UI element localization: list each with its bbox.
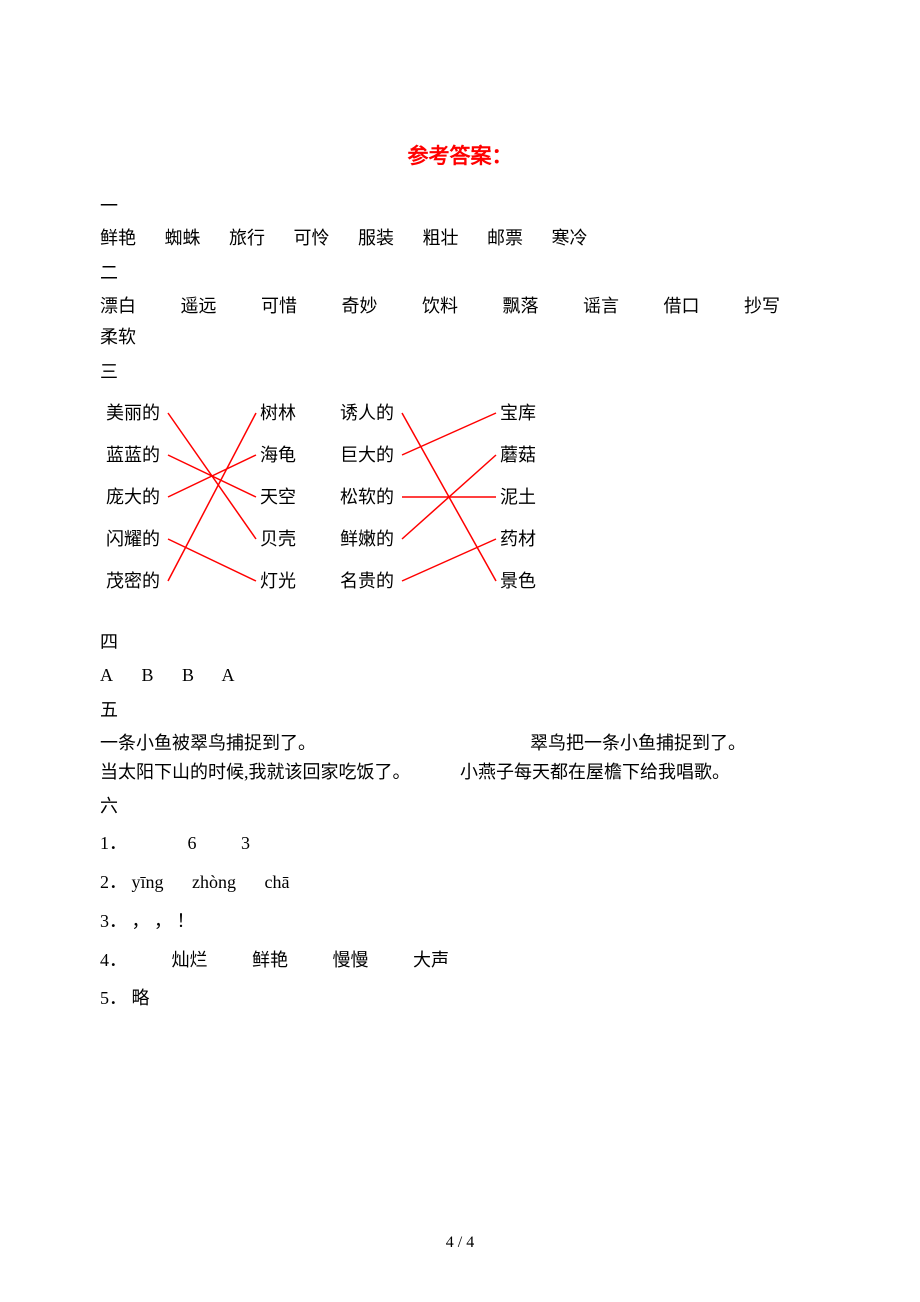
word: 饮料 (422, 296, 458, 316)
matching-diagram: 美丽的 蓝蓝的 庞大的 闪耀的 茂密的 树林 海龟 天空 贝壳 灯光 诱人的 巨… (100, 392, 820, 622)
q-label: 1． (100, 833, 127, 853)
sentence: 小燕子每天都在屋檐下给我唱歌。 (460, 758, 730, 787)
match-item: 鲜嫩的 (340, 518, 394, 560)
q-label: 4． (100, 950, 127, 970)
word: 寒冷 (552, 228, 588, 248)
match-item: 灯光 (260, 560, 296, 602)
match-item: 景色 (500, 560, 536, 602)
section-five-row2: 当太阳下山的时候,我就该回家吃饭了。 小燕子每天都在屋檐下给我唱歌。 (100, 758, 820, 787)
answer: A (100, 665, 113, 685)
section-five-heading: 五 (100, 696, 820, 725)
match-item: 茂密的 (106, 560, 160, 602)
section-two-heading: 二 (100, 259, 820, 288)
section-two-line2: 柔软 (100, 323, 820, 352)
match-item: 巨大的 (340, 434, 394, 476)
match-item: 蘑菇 (500, 434, 536, 476)
match-item: 美丽的 (106, 392, 160, 434)
q-value: 灿烂 (172, 950, 208, 970)
match-item: 海龟 (260, 434, 296, 476)
match-item: 泥土 (500, 476, 536, 518)
sentence: 翠鸟把一条小鱼捕捉到了。 (530, 729, 746, 758)
q-value: 鲜艳 (252, 950, 288, 970)
q-value: 略 (132, 988, 150, 1008)
section-six-heading: 六 (100, 792, 820, 821)
word: 飘落 (503, 296, 539, 316)
six-q5: 5． 略 (100, 984, 820, 1013)
q-value: 慢慢 (333, 950, 369, 970)
q-value: 大声 (413, 950, 449, 970)
match-item: 闪耀的 (106, 518, 160, 560)
q-value: 6 (188, 833, 197, 853)
sentence: 一条小鱼被翠鸟捕捉到了。 (100, 729, 530, 758)
word: 旅行 (229, 228, 265, 248)
match-col-left-a: 美丽的 蓝蓝的 庞大的 闪耀的 茂密的 (106, 392, 160, 602)
match-item: 庞大的 (106, 476, 160, 518)
section-four-answers: A B B A (100, 661, 820, 690)
answer: B (142, 665, 154, 685)
match-item: 宝库 (500, 392, 536, 434)
six-q3: 3． ， ， ！ (100, 907, 820, 936)
section-one-words: 鲜艳 蜘蛛 旅行 可怜 服装 粗壮 邮票 寒冷 (100, 224, 820, 253)
match-item: 药材 (500, 518, 536, 560)
answer: A (222, 665, 235, 685)
match-item: 天空 (260, 476, 296, 518)
section-three-heading: 三 (100, 358, 820, 387)
word: 借口 (664, 296, 700, 316)
six-q1: 1． 6 3 (100, 829, 820, 858)
word: 奇妙 (342, 296, 378, 316)
sentence: 当太阳下山的时候,我就该回家吃饭了。 (100, 758, 460, 787)
q-label: 2． (100, 872, 127, 892)
title: 参考答案： (100, 140, 820, 174)
match-item: 贝壳 (260, 518, 296, 560)
six-q4: 4． 灿烂 鲜艳 慢慢 大声 (100, 946, 820, 975)
match-item: 名贵的 (340, 560, 394, 602)
six-q2: 2． yīng zhòng chā (100, 868, 820, 897)
section-four-heading: 四 (100, 628, 820, 657)
section-five-row1: 一条小鱼被翠鸟捕捉到了。 翠鸟把一条小鱼捕捉到了。 (100, 729, 820, 758)
match-col-left-b: 诱人的 巨大的 松软的 鲜嫩的 名贵的 (340, 392, 394, 602)
q-value: ， (154, 911, 172, 931)
word: 柔软 (100, 327, 136, 347)
q-value: yīng (132, 872, 164, 892)
section-one-heading: 一 (100, 192, 820, 221)
q-value: 3 (241, 833, 250, 853)
match-item: 诱人的 (340, 392, 394, 434)
match-item: 松软的 (340, 476, 394, 518)
word: 服装 (358, 228, 394, 248)
word: 可怜 (294, 228, 330, 248)
q-value: zhòng (192, 872, 236, 892)
q-label: 3． (100, 911, 127, 931)
q-value: ， (132, 911, 150, 931)
word: 鲜艳 (100, 228, 136, 248)
document-page: 参考答案： 一 鲜艳 蜘蛛 旅行 可怜 服装 粗壮 邮票 寒冷 二 漂白 遥远 … (0, 0, 920, 1302)
word: 遥远 (181, 296, 217, 316)
q-label: 5． (100, 988, 127, 1008)
page-footer: 4 / 4 (0, 1230, 920, 1256)
word: 粗壮 (423, 228, 459, 248)
answer: B (182, 665, 194, 685)
q-value: chā (265, 872, 290, 892)
word: 抄写 (744, 296, 780, 316)
section-two-line1: 漂白 遥远 可惜 奇妙 饮料 飘落 谣言 借口 抄写 (100, 292, 820, 321)
match-item: 树林 (260, 392, 296, 434)
word: 漂白 (100, 296, 136, 316)
match-col-right-a: 树林 海龟 天空 贝壳 灯光 (260, 392, 296, 602)
q-value: ！ (177, 911, 195, 931)
word: 可惜 (261, 296, 297, 316)
word: 谣言 (583, 296, 619, 316)
word: 蜘蛛 (165, 228, 201, 248)
match-col-right-b: 宝库 蘑菇 泥土 药材 景色 (500, 392, 536, 602)
word: 邮票 (487, 228, 523, 248)
match-item: 蓝蓝的 (106, 434, 160, 476)
